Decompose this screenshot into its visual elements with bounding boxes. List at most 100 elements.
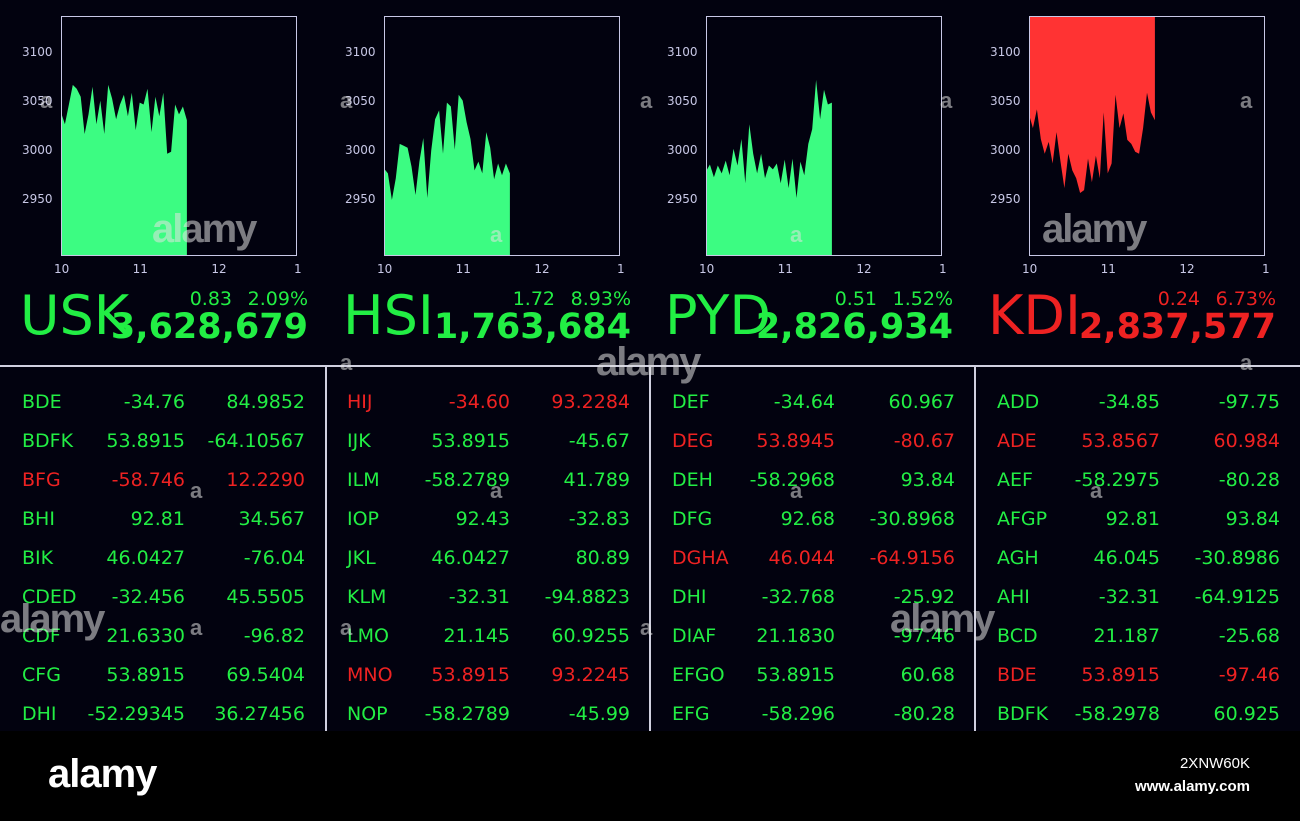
value-cell: -64.10567 <box>207 430 305 452</box>
watermark-glyph: a <box>790 478 803 503</box>
change-value: 1.72 <box>512 288 555 310</box>
series-area <box>384 94 510 256</box>
value-cell: 60.984 <box>1213 430 1280 452</box>
table-row: DHI -32.768 -25.92 <box>650 578 975 617</box>
series-area <box>1029 16 1155 193</box>
value-cell: 34.567 <box>238 508 305 530</box>
symbol-cell: JKL <box>347 547 376 569</box>
x-tick-label: 11 <box>1100 262 1116 276</box>
series-area <box>706 79 832 257</box>
value-cell: 46.0427 <box>431 547 510 569</box>
value-cell: -32.31 <box>1098 586 1160 608</box>
value-cell: -32.456 <box>111 586 185 608</box>
symbol-cell: IOP <box>347 508 380 530</box>
quote-column: DEF -34.64 60.967 DEG 53.8945 -80.67 DEH -58.29… <box>650 367 975 731</box>
y-tick-label: 3050 <box>22 94 53 108</box>
symbol-cell: EFG <box>672 703 710 725</box>
y-tick-label: 3100 <box>990 45 1021 59</box>
value-cell: -97.46 <box>893 625 955 647</box>
table-row: BDFK 53.8915 -64.10567 <box>0 422 325 461</box>
value-cell: -97.75 <box>1218 391 1280 413</box>
change-percent: 6.73% <box>1215 288 1276 310</box>
table-row: DEG 53.8945 -80.67 <box>650 422 975 461</box>
symbol-cell: DHI <box>22 703 57 725</box>
value-cell: -25.92 <box>893 586 955 608</box>
x-tick-label: 12 <box>534 262 550 276</box>
value-cell: 92.81 <box>130 508 185 530</box>
y-tick-label: 3000 <box>22 143 53 157</box>
value-cell: -32.83 <box>568 508 630 530</box>
watermark: alamy <box>890 597 995 641</box>
value-cell: -64.9125 <box>1194 586 1280 608</box>
ticker-symbol: USK <box>20 284 130 347</box>
value-cell: -34.85 <box>1098 391 1160 413</box>
value-cell: -94.8823 <box>544 586 630 608</box>
watermark-glyph: a <box>490 222 503 247</box>
table-row: EFG -58.296 -80.28 <box>650 695 975 731</box>
x-tick-label: 12 <box>856 262 872 276</box>
value-cell: 60.68 <box>900 664 955 686</box>
watermark-glyph: a <box>340 350 353 375</box>
symbol-cell: AEF <box>997 469 1033 491</box>
value-cell: 53.8915 <box>431 664 510 686</box>
chart-panel-kdi: 3100 3050 3000 2950 10 11 12 1 KDI 0.24 6.73% 2,837… <box>968 0 1293 365</box>
table-row: AHI -32.31 -64.9125 <box>975 578 1300 617</box>
symbol-cell: DEF <box>672 391 710 413</box>
table-row: DEF -34.64 60.967 <box>650 383 975 422</box>
value-cell: 69.5404 <box>226 664 305 686</box>
table-row: BDE -34.76 84.9852 <box>0 383 325 422</box>
watermark: alamy <box>596 340 701 384</box>
change-value: 0.83 <box>189 288 232 310</box>
chart-frame <box>1029 16 1265 256</box>
ticker-symbol: KDI <box>988 284 1081 347</box>
x-tick-label: 10 <box>377 262 393 276</box>
value-cell: 53.8945 <box>756 430 835 452</box>
y-tick-label: 3000 <box>990 143 1021 157</box>
value-cell: 93.2284 <box>551 391 630 413</box>
value-cell: -58.296 <box>761 703 835 725</box>
value-cell: 41.789 <box>563 469 630 491</box>
table-row: CDF 21.6330 -96.82 <box>0 617 325 656</box>
symbol-cell: IJK <box>347 430 371 452</box>
y-tick-label: 2950 <box>990 192 1021 206</box>
image-url: www.alamy.com <box>1134 778 1250 795</box>
x-tick-label: 10 <box>1022 262 1038 276</box>
symbol-cell: BDFK <box>997 703 1049 725</box>
price-value: 2,837,577 <box>1078 307 1276 347</box>
watermark: alamy <box>0 597 105 641</box>
brand-logo: alamy <box>48 752 157 796</box>
chart-panel-hsi: 3100 3050 3000 2950 10 11 12 1 HSI 1.72 8.93% 1,763… <box>323 0 648 365</box>
image-id: 2XNW60K <box>1179 755 1250 772</box>
x-tick-label: 11 <box>777 262 793 276</box>
x-tick-label: 12 <box>211 262 227 276</box>
value-cell: 93.84 <box>900 469 955 491</box>
value-cell: -96.82 <box>243 625 305 647</box>
value-cell: 53.8915 <box>106 664 185 686</box>
watermark-glyph: a <box>1240 88 1253 113</box>
symbol-cell: AFGP <box>997 508 1048 530</box>
value-cell: 46.044 <box>768 547 835 569</box>
value-cell: -80.28 <box>893 703 955 725</box>
y-tick-label: 3050 <box>345 94 376 108</box>
table-row: ADD -34.85 -97.75 <box>975 383 1300 422</box>
table-row: BDFK -58.2978 60.925 <box>975 695 1300 731</box>
price-value: 1,763,684 <box>433 307 631 347</box>
price-value: 2,826,934 <box>755 307 953 347</box>
table-row: AFGP 92.81 93.84 <box>975 500 1300 539</box>
value-cell: 46.045 <box>1093 547 1160 569</box>
value-cell: -58.2968 <box>749 469 835 491</box>
symbol-cell: BDE <box>997 664 1037 686</box>
x-tick-label: 12 <box>1179 262 1195 276</box>
watermark: alamy <box>1042 207 1147 251</box>
chart-frame <box>61 16 297 256</box>
table-row: BIK 46.0427 -76.04 <box>0 539 325 578</box>
table-row: DHI -52.29345 36.27456 <box>0 695 325 731</box>
y-tick-label: 3050 <box>667 94 698 108</box>
symbol-cell: DEH <box>672 469 713 491</box>
symbol-cell: CDED <box>22 586 77 608</box>
x-tick-label: 10 <box>54 262 70 276</box>
symbol-cell: EFGO <box>672 664 725 686</box>
table-row: KLM -32.31 -94.8823 <box>325 578 650 617</box>
table-row: ILM -58.2789 41.789 <box>325 461 650 500</box>
value-cell: 60.967 <box>888 391 955 413</box>
